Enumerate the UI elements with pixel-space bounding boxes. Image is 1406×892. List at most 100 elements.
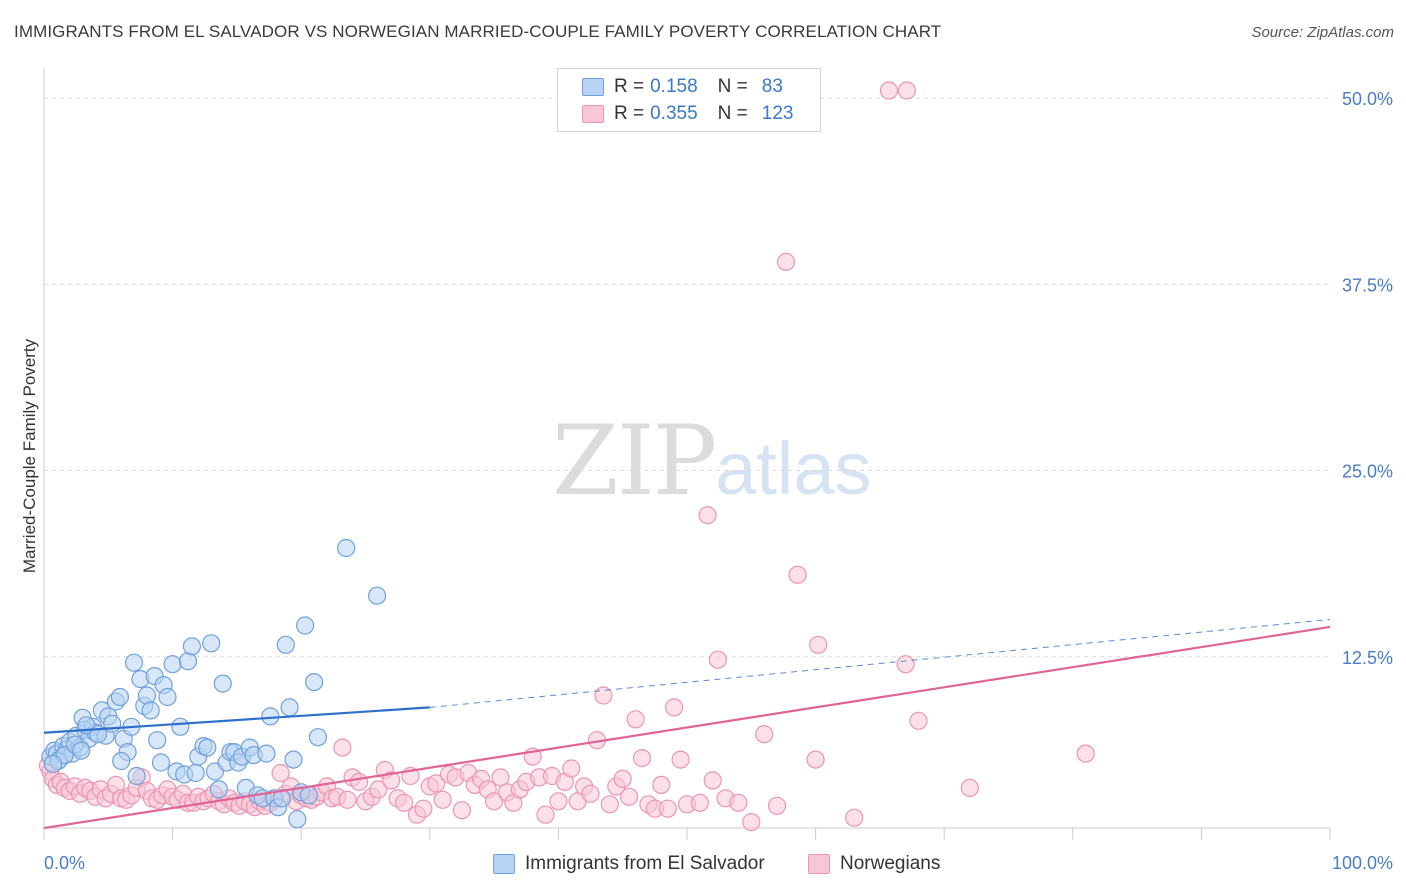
x-tick-label: 100.0% (1332, 853, 1393, 873)
source-label: Source: ZipAtlas.com (1251, 24, 1394, 41)
norwegians-point (879, 81, 899, 100)
norwegians-point (767, 796, 787, 815)
norwegians-point (806, 750, 825, 769)
norwegians-point (1076, 744, 1095, 763)
norwegians-point (619, 787, 639, 806)
legend-n-value: 123 (761, 103, 794, 124)
norwegians-point (485, 792, 504, 811)
el-salvador-point (284, 750, 303, 769)
el-salvador-point (110, 687, 130, 707)
el-salvador-point (186, 763, 205, 783)
el-salvador-point (158, 687, 177, 707)
el-salvador-point (124, 653, 144, 672)
el-salvador-point (137, 686, 156, 705)
el-salvador-point (141, 701, 160, 720)
bottom-legend-label-norwegians: Norwegians (840, 853, 941, 874)
el-salvador-point (276, 635, 295, 654)
watermark-atlas: atlas (715, 427, 872, 510)
el-salvador-point (148, 731, 167, 750)
el-salvador-point (202, 634, 221, 653)
el-salvador-trendline (43, 706, 430, 734)
norwegians-points (38, 81, 1095, 832)
norwegians-point (664, 698, 684, 717)
norwegians-trendline (43, 625, 1331, 830)
norwegians-point (626, 710, 645, 729)
norwegians-point (549, 792, 568, 811)
norwegians-point (433, 790, 452, 809)
el-salvador-point (171, 717, 190, 736)
bottom-legend-label-el-salvador: Immigrants from El Salvador (525, 853, 765, 874)
el-salvador-point (178, 652, 198, 671)
norwegians-point (395, 793, 414, 812)
norwegians-point (671, 750, 690, 769)
y-tick-label: 25.0% (1342, 462, 1393, 482)
norwegians-point (452, 801, 471, 820)
legend-swatch-pink (582, 105, 604, 123)
norwegians-point (369, 780, 388, 799)
el-salvador-point (337, 538, 356, 558)
el-salvador-point (151, 753, 171, 772)
bottom-legend-swatch-blue (493, 854, 515, 874)
legend-r-label: R = (614, 103, 645, 124)
legend-n-label: N = (717, 76, 748, 97)
el-salvador-trendline-extension (429, 619, 1331, 708)
norwegians-point (652, 775, 671, 795)
el-salvador-point (127, 766, 146, 786)
norwegians-point (536, 805, 555, 824)
watermark: ZIPatlas (552, 405, 872, 517)
el-salvador-point (112, 751, 131, 771)
y-tick-label: 50.0% (1342, 89, 1393, 109)
norwegians-point (632, 748, 652, 768)
grid-layer (44, 97, 1330, 658)
el-salvador-point (209, 780, 228, 799)
norwegians-point (809, 635, 828, 654)
el-salvador-point (182, 637, 201, 656)
norwegians-point (729, 793, 748, 812)
norwegians-point (414, 799, 433, 818)
bottom-legend-norwegians: Norwegians (808, 852, 940, 876)
norwegians-point (708, 650, 728, 669)
bottom-legend-el-salvador: Immigrants from El Salvador (493, 852, 765, 876)
norwegians-point (909, 711, 928, 730)
norwegians-point (338, 790, 357, 809)
el-salvador-point (305, 672, 324, 692)
norwegians-point (755, 725, 774, 744)
el-salvador-point (163, 655, 182, 674)
norwegians-point (690, 793, 710, 812)
norwegians-point (333, 738, 352, 757)
x-tick-label: 0.0% (44, 853, 85, 873)
y-tick-label: 12.5% (1342, 648, 1393, 668)
norwegians-point (788, 565, 807, 584)
el-salvador-point (43, 754, 63, 774)
norwegians-point (896, 655, 915, 674)
norwegians-point (897, 81, 917, 100)
norwegians-point (562, 759, 581, 778)
norwegians-point (382, 771, 401, 790)
norwegians-point (703, 771, 722, 790)
legend-row-el-salvador: R = 0.158 N = 83 (582, 75, 783, 99)
legend-row-norwegians: R = 0.355 N = 123 (582, 102, 793, 126)
norwegians-point (491, 768, 510, 787)
stats-legend: R = 0.158 N = 83 R = 0.355 N = 123 (557, 68, 821, 132)
bottom-legend-swatch-pink (808, 854, 830, 874)
norwegians-point (698, 506, 717, 525)
legend-n-label: N = (717, 103, 748, 124)
el-salvador-point (198, 738, 217, 757)
norwegians-point (845, 808, 864, 827)
legend-swatch-blue (582, 78, 604, 96)
el-salvador-point (72, 741, 91, 760)
legend-r-value: 0.355 (650, 103, 698, 124)
el-salvador-point (299, 786, 318, 805)
el-salvador-point (296, 616, 315, 635)
norwegians-point (613, 769, 632, 789)
legend-r-value: 0.158 (650, 76, 698, 97)
axis-layer (43, 68, 1331, 840)
legend-r-label: R = (614, 76, 645, 97)
y-tick-label: 37.5% (1342, 275, 1393, 295)
trend-layer (43, 619, 1331, 830)
norwegians-point (581, 784, 600, 803)
norwegians-point (271, 763, 290, 783)
el-salvador-point (213, 674, 232, 693)
norwegians-point (600, 795, 619, 814)
el-salvador-point (288, 810, 307, 829)
